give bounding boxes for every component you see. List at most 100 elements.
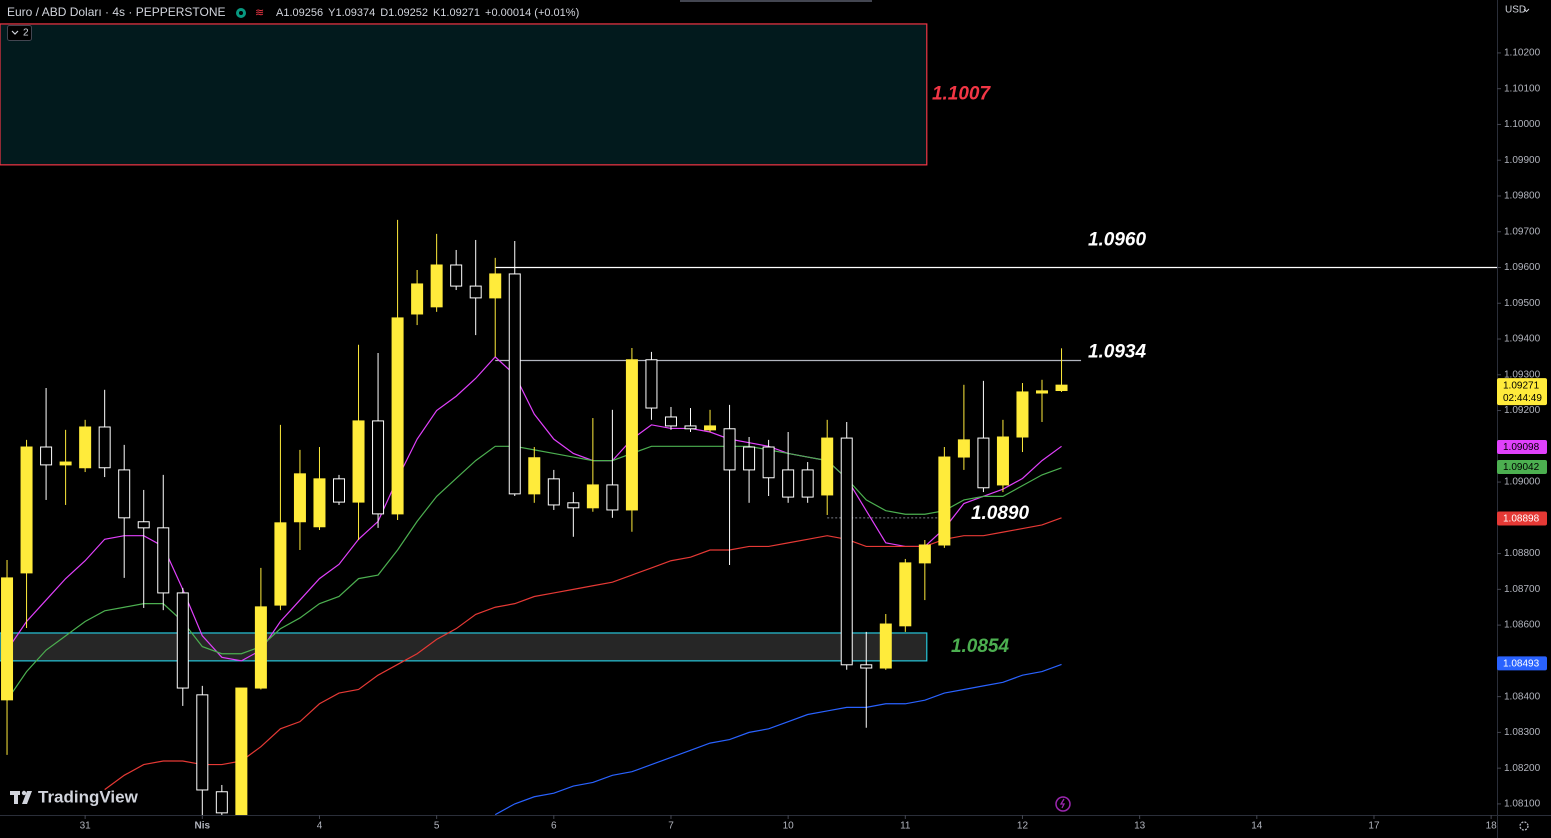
candle-body — [176, 592, 189, 689]
candle-body — [918, 544, 931, 564]
candle-body — [352, 420, 365, 503]
legend-chevron — [11, 30, 19, 35]
level-label: 1.0890 — [971, 503, 1030, 524]
candle-body — [743, 446, 756, 471]
candle-body — [508, 273, 521, 495]
x-tick-label: 14 — [1251, 821, 1263, 832]
y-tick-label: 1.08700 — [1504, 584, 1541, 595]
candle-body — [567, 502, 580, 509]
y-tick-label: 1.09800 — [1504, 191, 1541, 202]
candle-body — [782, 469, 795, 498]
zone-box — [0, 632, 928, 662]
x-tick-label: 31 — [80, 821, 92, 832]
y-tick-label: 1.08600 — [1504, 620, 1541, 631]
ohlc-label: D — [380, 7, 388, 19]
currency[interactable]: USD — [1505, 5, 1526, 16]
candle-body — [372, 420, 385, 515]
candle-body — [1016, 391, 1029, 438]
price-tag-label: 1.08898 — [1503, 514, 1540, 525]
candle-body — [879, 623, 892, 669]
level-label: 1.0934 — [1088, 341, 1147, 362]
candle-body — [215, 791, 228, 814]
candle-body — [274, 522, 287, 606]
legend-toggle[interactable] — [7, 25, 32, 41]
candle-body — [489, 273, 502, 299]
x-tick-label: 17 — [1368, 821, 1380, 832]
ohlc-label: K — [433, 7, 441, 19]
candle-body — [1036, 390, 1049, 394]
x-tick-label: 7 — [668, 821, 674, 832]
ohlc-label: Y — [328, 7, 336, 19]
candle-body — [801, 469, 814, 498]
price-tag — [1497, 656, 1547, 671]
y-tick-label: 1.09600 — [1504, 262, 1541, 273]
candle-body — [704, 425, 717, 431]
candle-body — [137, 521, 150, 529]
status-icon: ≋ — [255, 7, 264, 19]
candle-body — [547, 478, 560, 506]
x-tick-label: 5 — [434, 821, 440, 832]
logo-part — [22, 791, 32, 804]
x-tick-label: 12 — [1017, 821, 1029, 832]
y-tick-label: 1.09200 — [1504, 405, 1541, 416]
y-tick-label: 1.08200 — [1504, 763, 1541, 774]
candle-body — [840, 437, 853, 666]
watermark: TradingView — [38, 787, 139, 806]
candle-body — [196, 694, 209, 791]
countdown: 02:44:49 — [1503, 393, 1542, 404]
ma-line — [104, 517, 1062, 791]
y-tick-label: 1.08100 — [1504, 799, 1541, 810]
candle-body — [606, 484, 619, 511]
candle-body — [79, 426, 92, 469]
logo-part — [14, 791, 18, 804]
ohlc-value: 1.09252 — [388, 7, 428, 19]
logo-part — [21, 790, 27, 796]
candle-body — [313, 478, 326, 528]
y-tick-label: 1.08800 — [1504, 548, 1541, 559]
price-tag-label: 1.08493 — [1503, 659, 1540, 670]
y-tick-label: 1.10000 — [1504, 119, 1541, 130]
y-tick-label: 1.09500 — [1504, 298, 1541, 309]
y-tick-label: 1.09900 — [1504, 155, 1541, 166]
ohlc-value: 1.09374 — [335, 7, 375, 19]
level-label: 1.0960 — [1088, 230, 1147, 251]
alert-icon[interactable] — [1055, 796, 1071, 812]
candle-body — [821, 437, 834, 496]
price-tag-label: 1.09042 — [1503, 462, 1540, 473]
last-price-tag — [1497, 378, 1547, 406]
candle-body — [1, 577, 14, 701]
y-tick-label: 1.10100 — [1504, 83, 1541, 94]
settings-icon[interactable] — [1519, 821, 1529, 831]
x-tick-label: 18 — [1486, 821, 1498, 832]
candle-body — [118, 469, 131, 519]
candle-body — [40, 446, 53, 466]
candle-body — [938, 456, 951, 546]
last-price-label: 1.09271 — [1503, 380, 1540, 391]
candle-body — [333, 478, 346, 503]
y-tick-label: 1.09000 — [1504, 477, 1541, 488]
candle-body — [586, 484, 599, 509]
x-tick-label: 13 — [1134, 821, 1146, 832]
candle-body — [254, 606, 267, 689]
candle-body — [664, 416, 677, 427]
y-tick-label: 1.10200 — [1504, 48, 1541, 59]
candle-body — [762, 446, 775, 479]
price-tag — [1497, 511, 1547, 526]
status-dot-inner — [239, 11, 243, 15]
candle-body — [684, 425, 697, 430]
ma-line — [494, 663, 1062, 815]
y-tick-label: 1.08300 — [1504, 727, 1541, 738]
candle-body — [391, 317, 404, 515]
candle-body — [235, 687, 248, 815]
candle-body — [977, 437, 990, 489]
candle-body — [59, 461, 72, 466]
alert-icon-bolt — [1059, 798, 1066, 809]
candle-body — [723, 428, 736, 471]
y-tick-label: 1.08400 — [1504, 691, 1541, 702]
top-handle — [680, 0, 872, 2]
candle-body — [411, 283, 424, 315]
candle-body — [293, 473, 306, 523]
y-tick-label: 1.09300 — [1504, 369, 1541, 380]
